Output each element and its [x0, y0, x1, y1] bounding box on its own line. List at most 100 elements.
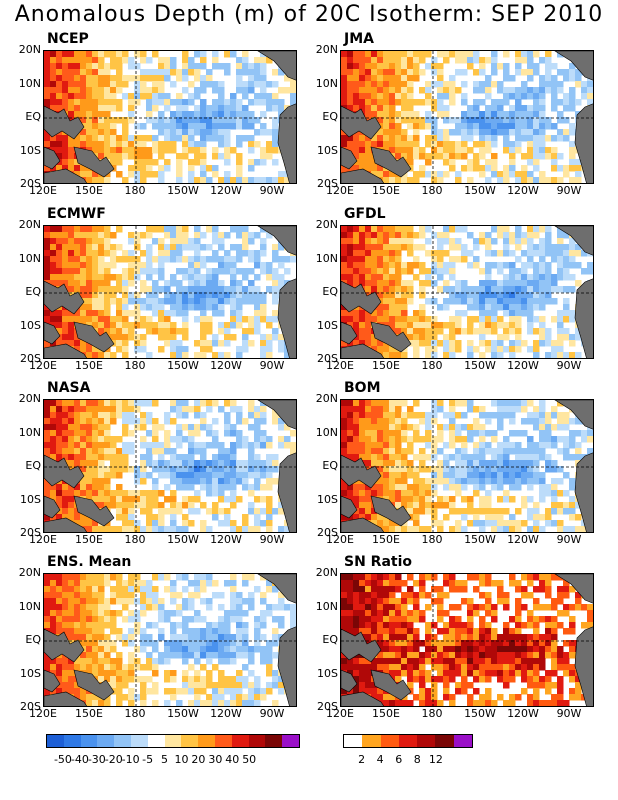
heatmap-cell — [110, 81, 117, 88]
heatmap-cell — [152, 466, 159, 473]
heatmap-cell — [56, 454, 63, 461]
heatmap-cell — [503, 520, 510, 527]
heatmap-cell — [152, 298, 159, 305]
heatmap-cell — [593, 520, 594, 527]
heatmap-cell — [212, 418, 219, 425]
heatmap-cell — [557, 436, 564, 443]
heatmap-cell — [218, 298, 225, 305]
heatmap-cell — [122, 592, 129, 599]
heatmap-cell — [443, 226, 450, 233]
x-tick-label: 120E — [326, 184, 354, 197]
land-mass — [574, 103, 593, 183]
heatmap-cell — [539, 75, 546, 82]
heatmap-cell — [437, 406, 444, 413]
heatmap-cell — [170, 448, 177, 455]
heatmap-cell — [473, 153, 480, 160]
heatmap-cell — [146, 171, 153, 178]
heatmap-cell — [98, 502, 105, 509]
heatmap-cell — [347, 448, 354, 455]
heatmap-cell — [431, 412, 438, 419]
heatmap-cell — [74, 490, 81, 497]
heatmap-cell — [254, 292, 261, 299]
heatmap-cell — [164, 430, 171, 437]
heatmap-cell — [86, 346, 93, 353]
heatmap-cell — [50, 412, 57, 419]
heatmap-cell — [266, 586, 273, 593]
heatmap-cell — [128, 117, 135, 124]
heatmap-cell — [236, 346, 243, 353]
heatmap-cell — [575, 81, 582, 88]
heatmap-cell — [260, 298, 267, 305]
heatmap-cell — [158, 298, 165, 305]
heatmap-cell — [218, 490, 225, 497]
heatmap-cell — [218, 93, 225, 100]
heatmap-cell — [461, 286, 468, 293]
heatmap-cell — [212, 490, 219, 497]
heatmap-cell — [347, 256, 354, 263]
heatmap-cell — [44, 268, 51, 275]
heatmap-cell — [437, 478, 444, 485]
heatmap-cell — [74, 346, 81, 353]
heatmap-cell — [527, 442, 534, 449]
heatmap-cell — [509, 520, 516, 527]
heatmap-cell — [254, 586, 261, 593]
heatmap-cell — [467, 292, 474, 299]
heatmap-cell — [56, 430, 63, 437]
heatmap-cell — [200, 129, 207, 136]
heatmap-cell — [365, 250, 372, 257]
heatmap-cell — [401, 141, 408, 148]
heatmap-cell — [509, 466, 516, 473]
heatmap-cell — [44, 310, 51, 317]
heatmap-cell — [242, 81, 249, 88]
heatmap-cell — [122, 177, 129, 183]
heatmap-cell — [395, 274, 402, 281]
heatmap-cell — [248, 574, 255, 581]
heatmap-cell — [485, 280, 492, 287]
heatmap-cell — [509, 478, 516, 485]
heatmap-cell — [341, 316, 348, 323]
heatmap-cell — [395, 147, 402, 154]
heatmap-cell — [527, 123, 534, 130]
heatmap-cell — [110, 616, 117, 623]
heatmap-cell — [110, 622, 117, 629]
heatmap-cell — [389, 472, 396, 479]
heatmap-cell — [497, 406, 504, 413]
heatmap-cell — [425, 496, 432, 503]
heatmap-cell — [152, 442, 159, 449]
heatmap-cell — [170, 520, 177, 527]
heatmap-cell — [230, 406, 237, 413]
heatmap-cell — [473, 484, 480, 491]
heatmap-cell — [116, 81, 123, 88]
heatmap-cell — [365, 454, 372, 461]
heatmap-cell — [170, 256, 177, 263]
heatmap-cell — [80, 466, 87, 473]
heatmap-cell — [62, 81, 69, 88]
heatmap-cell — [371, 111, 378, 118]
heatmap-cell — [44, 490, 51, 497]
heatmap-cell — [254, 69, 261, 76]
heatmap-cell — [134, 526, 141, 532]
heatmap-cell — [170, 250, 177, 257]
heatmap-cell — [365, 111, 372, 118]
heatmap-cell — [491, 316, 498, 323]
heatmap-cell — [182, 400, 189, 407]
heatmap-cell — [359, 244, 366, 251]
heatmap-cell — [248, 63, 255, 70]
heatmap-svg — [341, 51, 593, 183]
heatmap-cell — [563, 129, 570, 136]
heatmap-cell — [527, 472, 534, 479]
heatmap-cell — [188, 592, 195, 599]
heatmap-cell — [182, 628, 189, 635]
heatmap-cell — [170, 310, 177, 317]
heatmap-cell — [212, 123, 219, 130]
heatmap-cell — [86, 610, 93, 617]
heatmap-cell — [200, 111, 207, 118]
heatmap-cell — [236, 63, 243, 70]
heatmap-cell — [395, 123, 402, 130]
heatmap-cell — [569, 316, 576, 323]
heatmap-cell — [341, 69, 348, 76]
heatmap-cell — [230, 310, 237, 317]
heatmap-cell — [455, 123, 462, 130]
heatmap-cell — [425, 226, 432, 233]
heatmap-cell — [473, 123, 480, 130]
